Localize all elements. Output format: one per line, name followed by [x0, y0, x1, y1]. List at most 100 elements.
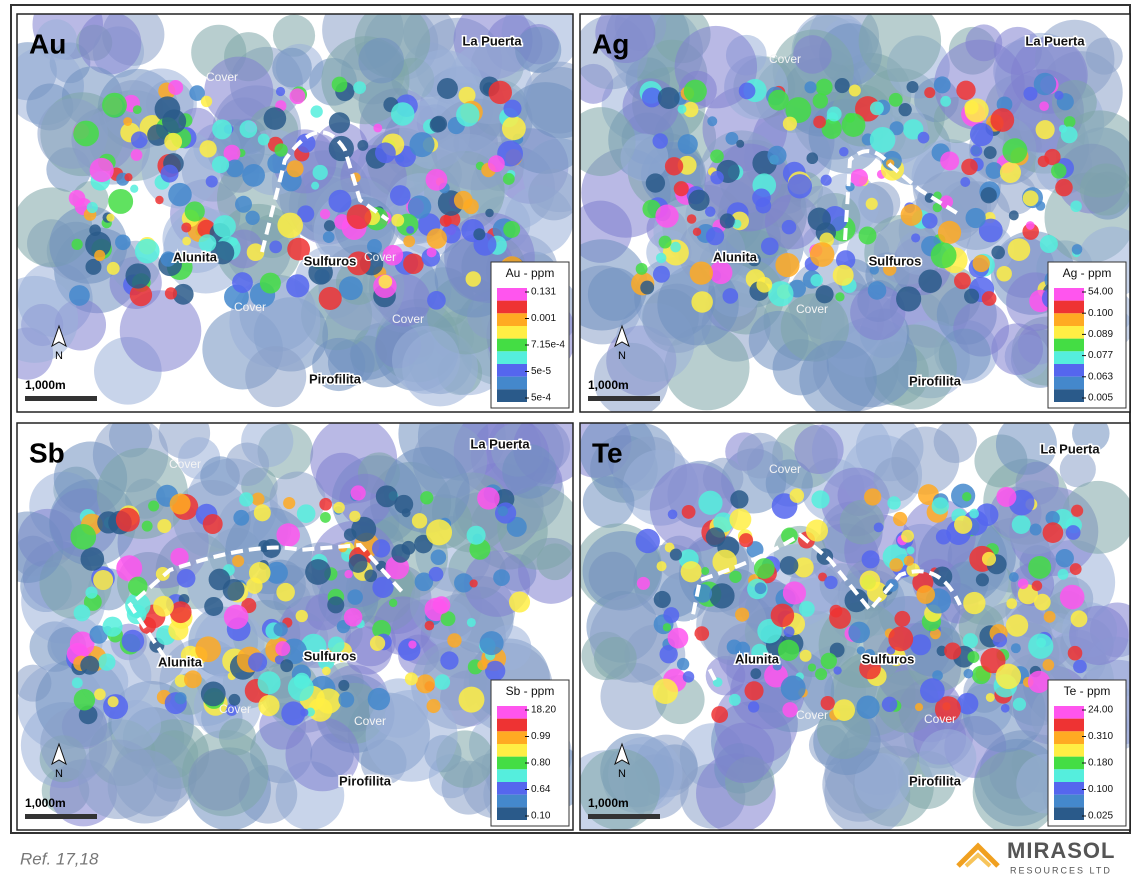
anomaly-blob: [161, 165, 179, 183]
anomaly-blob: [658, 87, 680, 109]
anomaly-blob: [426, 169, 448, 191]
anomaly-blob: [1043, 522, 1064, 543]
anomaly-blob: [782, 220, 797, 235]
anomaly-blob: [131, 149, 143, 161]
legend-swatch: [1054, 795, 1084, 808]
anomaly-blob: [168, 80, 183, 95]
anomaly-blob: [406, 226, 414, 234]
anomaly-blob: [239, 492, 253, 506]
legend-swatch: [497, 301, 527, 314]
anomaly-blob: [1028, 671, 1050, 693]
anomaly-blob: [313, 165, 328, 180]
legend-swatch: [1054, 364, 1084, 377]
anomaly-blob: [81, 547, 105, 571]
anomaly-blob: [239, 120, 257, 138]
anomaly-blob: [80, 656, 99, 675]
anomaly-blob: [425, 621, 435, 631]
anomaly-blob: [283, 497, 295, 509]
background-blob: [799, 341, 876, 418]
anomaly-blob: [1006, 598, 1017, 609]
anomaly-blob: [996, 487, 1016, 507]
anomaly-blob: [996, 266, 1011, 281]
anomaly-blob: [808, 208, 831, 231]
anomaly-blob: [431, 549, 447, 565]
anomaly-blob: [1040, 235, 1058, 253]
anomaly-blob: [344, 570, 352, 578]
anomaly-blob: [485, 209, 493, 217]
anomaly-blob: [849, 85, 861, 97]
anomaly-blob: [934, 76, 951, 93]
legend-swatch: [497, 706, 527, 719]
logo-sub: RESOURCES LTD: [1010, 865, 1112, 875]
place-label: Alunita: [173, 249, 218, 264]
anomaly-blob: [790, 488, 804, 502]
anomaly-blob: [870, 127, 896, 153]
anomaly-blob: [242, 164, 265, 187]
legend-label: 0.077: [1088, 350, 1113, 361]
anomaly-blob: [174, 692, 186, 704]
anomaly-blob: [887, 496, 900, 509]
place-label: Pirofilita: [309, 371, 362, 386]
anomaly-blob: [344, 528, 357, 541]
anomaly-blob: [750, 668, 761, 679]
anomaly-blob: [372, 539, 390, 557]
legend-title: Te - ppm: [1064, 684, 1111, 698]
anomaly-blob: [954, 272, 971, 289]
anomaly-blob: [874, 522, 884, 532]
anomaly-blob: [848, 622, 870, 644]
legend-swatch: [497, 364, 527, 377]
legend-swatch: [1054, 807, 1084, 820]
anomaly-blob: [1034, 594, 1051, 611]
anomaly-blob: [688, 190, 709, 211]
anomaly-blob: [258, 671, 281, 694]
anomaly-blob: [87, 202, 98, 213]
place-label: La Puerta: [470, 436, 530, 451]
anomaly-blob: [771, 604, 795, 628]
anomaly-blob: [275, 641, 290, 656]
figure: Ref. 17,18 MIRASOL RESOURCES LTD AuLa Pu…: [0, 0, 1132, 877]
anomaly-blob: [433, 596, 451, 614]
map-panel: AuLa PuertaCoverAlunitaSulfurosCoverCove…: [0, 0, 597, 412]
anomaly-blob: [1028, 556, 1051, 579]
anomaly-blob: [123, 117, 132, 126]
anomaly-blob: [964, 669, 974, 679]
anomaly-blob: [1013, 698, 1026, 711]
anomaly-blob: [1056, 549, 1074, 567]
anomaly-blob: [74, 605, 91, 622]
map-panel: SbLa PuertaCoverAlunitaSulfurosCoverCove…: [0, 389, 587, 831]
legend-swatch: [1054, 339, 1084, 352]
anomaly-blob: [973, 255, 990, 272]
anomaly-blob: [94, 689, 106, 701]
anomaly-blob: [269, 241, 282, 254]
anomaly-blob: [375, 142, 396, 163]
anomaly-blob: [420, 491, 433, 504]
anomaly-blob: [69, 285, 90, 306]
anomaly-blob: [206, 175, 218, 187]
anomaly-blob: [1070, 200, 1082, 212]
anomaly-blob: [964, 289, 979, 304]
anomaly-blob: [258, 134, 270, 146]
legend-label: 0.310: [1088, 731, 1113, 742]
anomaly-blob: [85, 587, 97, 599]
anomaly-blob: [904, 556, 914, 566]
anomaly-blob: [329, 136, 354, 161]
anomaly-blob: [260, 273, 281, 294]
background-blob: [502, 444, 556, 498]
anomaly-blob: [74, 689, 95, 710]
anomaly-map: [562, 408, 1132, 837]
north-label: N: [55, 350, 63, 362]
anomaly-blob: [899, 103, 912, 116]
anomaly-blob: [203, 514, 223, 534]
anomaly-blob: [162, 109, 186, 133]
anomaly-blob: [896, 286, 921, 311]
anomaly-blob: [907, 81, 919, 93]
element-label: Au: [29, 28, 66, 59]
anomaly-blob: [963, 592, 985, 614]
anomaly-blob: [668, 628, 689, 649]
anomaly-blob: [379, 275, 393, 289]
anomaly-blob: [711, 706, 728, 723]
place-label: La Puerta: [1040, 441, 1100, 456]
background-blob: [78, 740, 158, 820]
anomaly-blob: [736, 140, 744, 148]
anomaly-blob: [459, 687, 485, 713]
